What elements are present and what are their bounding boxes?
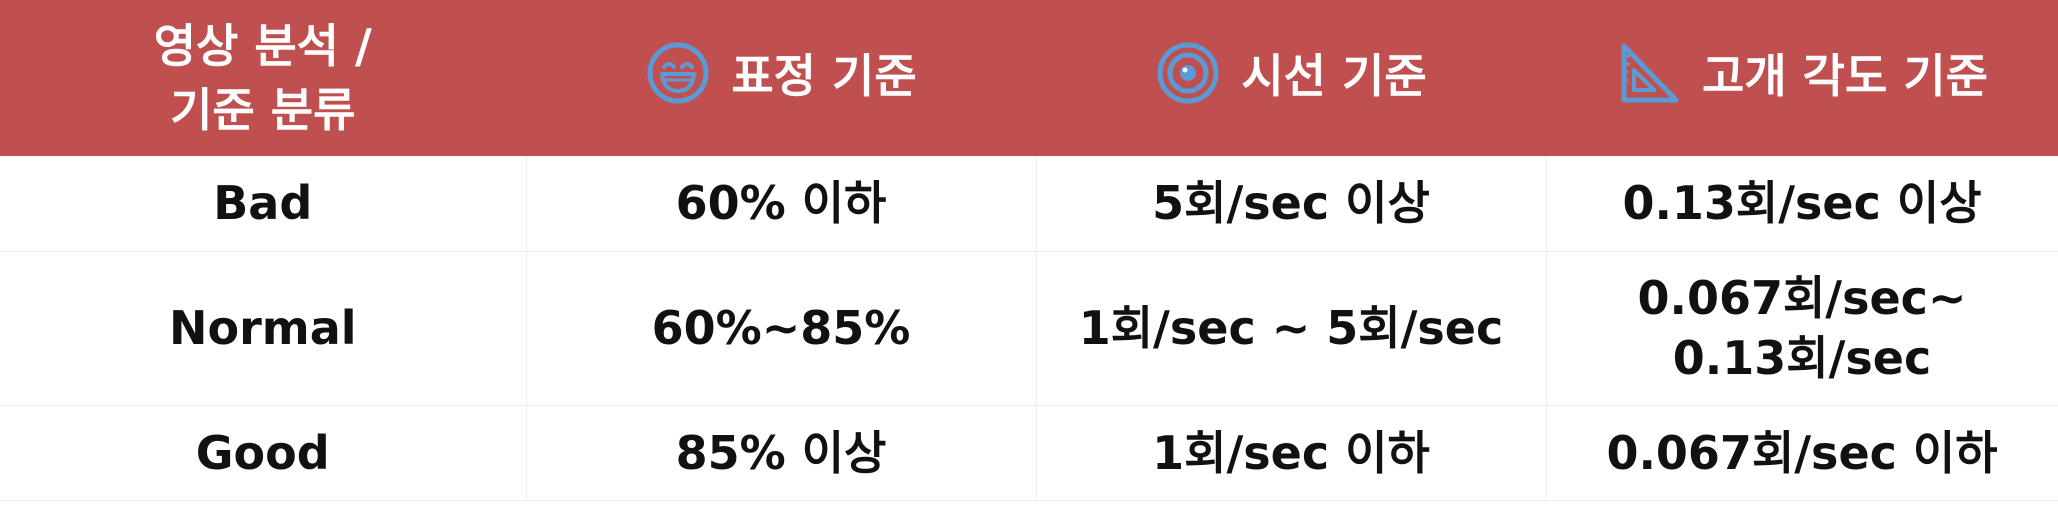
header-category-line1: 영상 분석 /: [153, 19, 372, 73]
header-category: 영상 분석 / 기준 분류: [0, 0, 527, 156]
head-angle-line1: 0.13회/sec 이상: [1622, 176, 1982, 231]
head-angle-line1: 0.067회/sec~: [1637, 271, 1967, 325]
header-gaze-label: 시선 기준: [1241, 48, 1427, 103]
grade-cell: Normal: [0, 251, 527, 406]
expression-cell: 60%~85%: [526, 251, 1037, 406]
table-row-good: Good 85% 이상 1회/sec 이하 0.067회/sec 이하: [0, 405, 2058, 501]
table-row-normal: Normal 60%~85% 1회/sec ~ 5회/sec 0.067회/se…: [0, 251, 2058, 406]
head-angle-line1: 0.067회/sec 이하: [1606, 425, 1998, 480]
head-angle-line2: 0.13회/sec: [1672, 331, 1932, 385]
table-row-bad: Bad 60% 이하 5회/sec 이상 0.13회/sec 이상: [0, 156, 2058, 252]
header-row: 영상 분석 / 기준 분류 표정 기준: [0, 0, 2058, 156]
head-angle-cell: 0.067회/sec~ 0.13회/sec: [1546, 251, 2058, 406]
head-angle-cell: 0.13회/sec 이상: [1546, 156, 2058, 252]
grade-cell: Bad: [0, 156, 527, 252]
set-square-icon: [1616, 40, 1682, 106]
header-head-angle-label: 고개 각도 기준: [1702, 48, 1988, 103]
target-icon: [1155, 40, 1221, 106]
grade-cell: Good: [0, 405, 527, 501]
criteria-table: 영상 분석 / 기준 분류 표정 기준: [0, 0, 2058, 501]
gaze-cell: 1회/sec 이하: [1036, 405, 1547, 501]
grinning-face-icon: [645, 40, 711, 106]
expression-cell: 85% 이상: [526, 405, 1037, 501]
gaze-cell: 5회/sec 이상: [1036, 156, 1547, 252]
head-angle-cell: 0.067회/sec 이하: [1546, 405, 2058, 501]
expression-cell: 60% 이하: [526, 156, 1037, 252]
header-head-angle: 고개 각도 기준: [1546, 0, 2058, 156]
header-expression-label: 표정 기준: [731, 48, 917, 103]
header-expression: 표정 기준: [526, 0, 1037, 156]
header-category-line2: 기준 분류: [170, 83, 356, 137]
header-gaze: 시선 기준: [1036, 0, 1547, 156]
gaze-cell: 1회/sec ~ 5회/sec: [1036, 251, 1547, 406]
